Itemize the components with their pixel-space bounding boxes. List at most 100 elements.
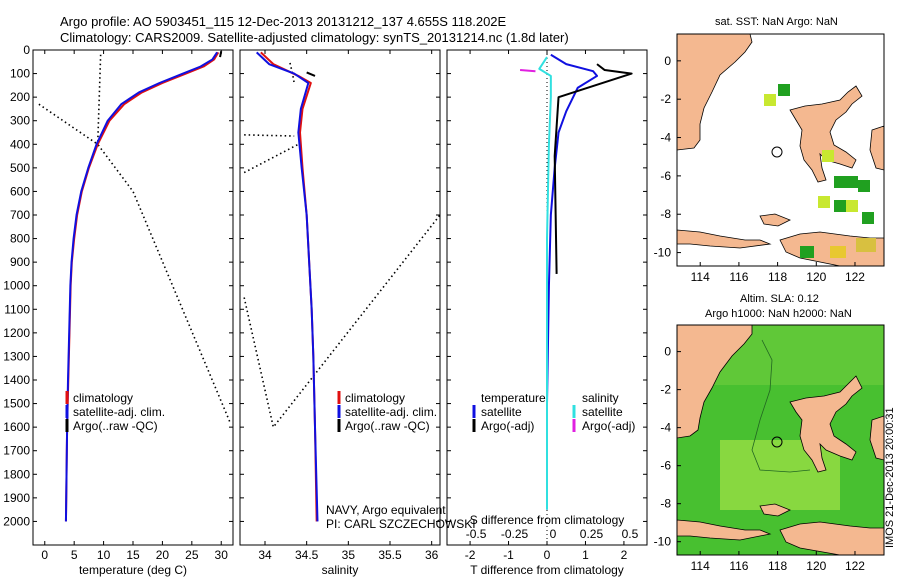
y-tick-label: 1300 [3, 349, 30, 363]
annotation-pi: PI: CARL SZCZECHOWSKI [326, 517, 476, 531]
java-land [677, 519, 772, 541]
y-tick-label: 1500 [3, 397, 30, 411]
legend-title-temperature: temperature [481, 391, 546, 405]
map-x-tick-label: 120 [806, 559, 826, 573]
x2-tick-label: 0 [550, 527, 557, 541]
java-land [677, 229, 772, 249]
map-x-tick-label: 118 [768, 559, 787, 573]
series-line-3 [520, 69, 536, 73]
series-line-0 [260, 51, 318, 522]
map-frame [676, 324, 885, 556]
map-y-tick-label: 0 [664, 54, 671, 68]
header-line-2: Climatology: CARS2009. Satellite-adjuste… [60, 30, 569, 45]
x-tick-label: 35.5 [378, 548, 402, 562]
x-tick-label: 36 [425, 548, 439, 562]
reference-dotted-line [243, 214, 441, 429]
east-land [869, 415, 884, 461]
imos-credit: IMOS 21-Dec-2013 20:00:31 [884, 407, 896, 548]
y-tick-label: 200 [10, 90, 30, 104]
borneo-land [677, 325, 753, 439]
sst-cell [856, 238, 876, 252]
y-tick-label: 700 [10, 208, 30, 222]
nusa-land [779, 521, 884, 555]
map-x-tick-label: 114 [691, 559, 710, 573]
x-tick-label: 0 [41, 548, 48, 562]
sst-cell [834, 200, 846, 212]
series-line-0 [546, 53, 598, 510]
legend-label-argo: Argo(..raw -QC) [73, 419, 158, 433]
x2-tick-label: 0.5 [622, 527, 639, 541]
sst-cell [800, 246, 814, 258]
sst-cell [778, 84, 790, 96]
x-tick-label: 35 [342, 548, 356, 562]
y-tick-label: 500 [10, 161, 30, 175]
borneo-land [677, 34, 753, 151]
legend-label-satellite: satellite-adj. clim. [73, 405, 165, 419]
y-tick-label: 100 [10, 67, 30, 81]
y-tick-label: 1900 [3, 491, 30, 505]
legend-label-temp-argo: Argo(-adj) [481, 419, 534, 433]
legend-label-sal-satellite: satellite [582, 405, 623, 419]
plot-frame [32, 49, 234, 546]
sst-cell [764, 94, 776, 106]
y-tick-label: 1100 [4, 302, 30, 316]
x-tick-label: 34 [258, 548, 272, 562]
x-tick-label: 30 [215, 548, 229, 562]
reference-dotted-line [243, 143, 299, 174]
legend-label-sal-argo: Argo(-adj) [582, 419, 635, 433]
sst-map-title: sat. SST: NaN Argo: NaN [715, 16, 838, 28]
east-land [869, 125, 884, 171]
sulawesi-land [789, 375, 863, 473]
map-x-tick-label: 122 [845, 559, 865, 573]
sla-map-title-2: Argo h1000: NaN h2000: NaN [705, 308, 852, 320]
salinity-legend: climatology satellite-adj. clim. Argo(..… [326, 391, 476, 531]
y-tick-label: 900 [10, 255, 30, 269]
series-line-1 [255, 51, 319, 522]
map-frame [676, 33, 885, 267]
map-x-tick-label: 120 [806, 270, 826, 284]
sla-map: Altim. SLA: 0.12 Argo h1000: NaN h2000: … [654, 293, 885, 573]
reference-dotted-line [244, 134, 295, 137]
sst-cell [846, 176, 858, 188]
reference-dotted-line [96, 54, 102, 145]
series-line-1 [553, 63, 633, 274]
map-y-tick-label: -2 [660, 92, 671, 106]
island-land [759, 213, 791, 227]
sst-map: sat. SST: NaN Argo: NaN 114 1 [654, 16, 885, 284]
difference-panel: -2 -1 0 1 2 -0.5 -0.25 0 0.25 0.5S difference fro… [446, 49, 648, 577]
x-tick-label: 1 [582, 548, 589, 562]
map-y-tick-label: -4 [660, 131, 671, 145]
x2-tick-label: 0.25 [580, 527, 604, 541]
sst-cell [830, 246, 846, 258]
float-location-marker [771, 436, 783, 448]
map-y-tick-label: -6 [660, 169, 671, 183]
y-tick-label: 1200 [3, 326, 30, 340]
legend-label-climatology: climatology [73, 391, 133, 405]
map-x-tick-label: 116 [729, 270, 748, 284]
sla-map-title-1: Altim. SLA: 0.12 [740, 293, 819, 305]
legend-label-argo: Argo(..raw -QC) [345, 419, 430, 433]
map-y-tick-label: 0 [664, 345, 671, 359]
y-tick-label: 0 [23, 43, 30, 57]
map-y-tick-label: -2 [660, 383, 671, 397]
x-tick-label: -2 [465, 548, 476, 562]
header-line-1: Argo profile: AO 5903451_115 12-Dec-2013… [60, 14, 507, 29]
legend-label-temp-satellite: satellite [481, 405, 522, 419]
sst-cell [818, 196, 830, 208]
sst-cell [846, 200, 858, 212]
difference-legend: temperature salinity satellite Argo(-adj… [472, 391, 635, 433]
map-x-tick-label: 116 [729, 559, 748, 573]
series-line-0 [64, 51, 220, 522]
map-x-tick-label: 122 [845, 270, 865, 284]
x-axis-label: T difference from climatology [470, 563, 624, 577]
island-land [759, 503, 791, 517]
float-location-marker [771, 146, 783, 158]
temperature-legend: climatology satellite-adj. clim. Argo(..… [65, 391, 165, 433]
x2-tick-label: -0.25 [501, 527, 529, 541]
x-tick-label: -1 [503, 548, 514, 562]
y-tick-label: 300 [10, 114, 30, 128]
temperature-panel: 0100200300400500600700800900100011001200… [3, 43, 234, 577]
legend-label-climatology: climatology [345, 391, 405, 405]
y-tick-label: 800 [10, 232, 30, 246]
